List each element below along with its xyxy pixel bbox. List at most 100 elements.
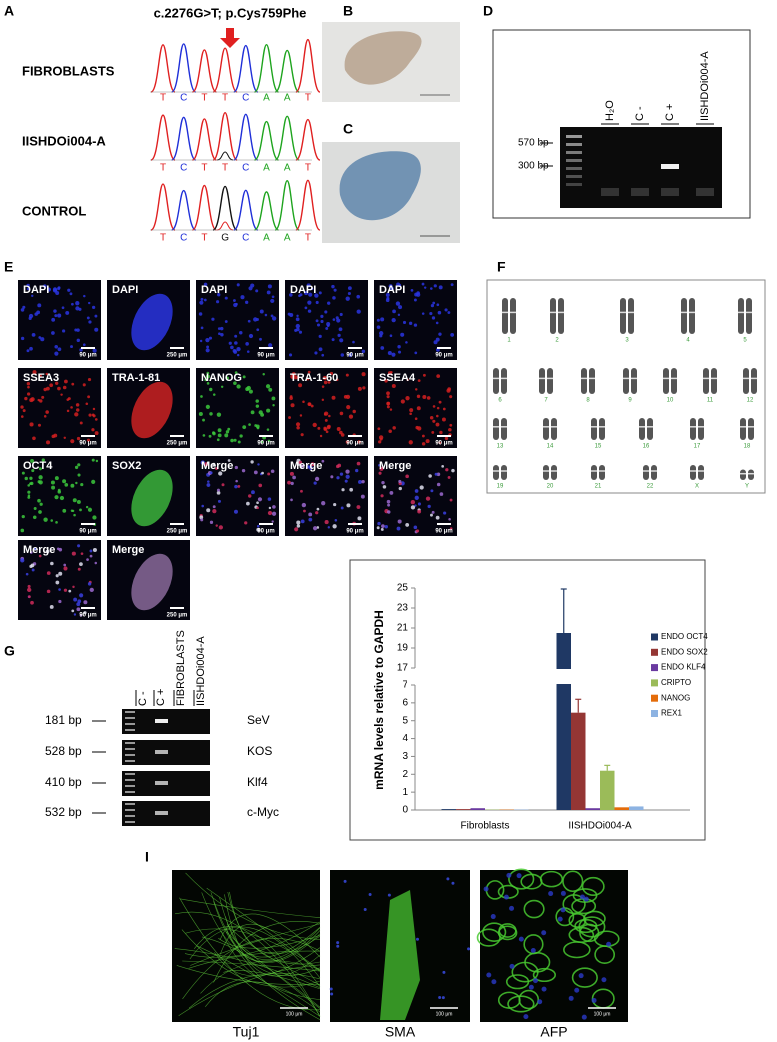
nucleus [256, 527, 260, 532]
trace-peak [295, 118, 321, 161]
nucleus [439, 492, 444, 496]
nucleus [20, 528, 25, 533]
chromatid [493, 465, 499, 480]
nucleus [267, 497, 272, 501]
nucleus [94, 327, 99, 332]
nucleus [406, 378, 409, 382]
legend-label: NANOG [661, 693, 690, 702]
chromatid [623, 368, 629, 394]
nucleus [26, 392, 31, 396]
nucleus [54, 314, 58, 318]
stain-label: TRA-1-60 [290, 372, 338, 384]
nucleus [72, 498, 77, 503]
nucleus [92, 515, 97, 520]
chromosome-label: 15 [595, 444, 602, 450]
nucleus [314, 476, 320, 482]
nucleus [421, 312, 425, 315]
size-marker: 300 bp [518, 161, 549, 172]
stain-label: OCT4 [23, 460, 53, 472]
nucleus [89, 587, 94, 593]
chromatid [711, 368, 717, 394]
y-tick-label: 3 [402, 751, 408, 762]
nucleus [430, 304, 435, 308]
nucleus [30, 397, 35, 402]
nucleus [239, 330, 243, 335]
nucleus [37, 303, 42, 308]
nucleus [392, 309, 396, 314]
nucleus [316, 323, 321, 327]
nucleus [381, 480, 385, 485]
nucleus [361, 372, 366, 377]
base-call: C [180, 233, 187, 244]
nucleus [242, 425, 247, 430]
nucleus [270, 298, 275, 304]
nucleus [85, 505, 89, 509]
chromatid [651, 465, 657, 480]
nucleus [339, 312, 343, 317]
cell [131, 469, 173, 527]
base-call: A [284, 233, 291, 244]
neurite [218, 935, 321, 949]
nucleus [356, 505, 361, 510]
nucleus [206, 345, 210, 349]
nucleus [380, 317, 385, 322]
nucleus [54, 351, 59, 356]
nucleus [290, 498, 293, 502]
nucleus [400, 481, 405, 486]
nucleus [234, 371, 238, 375]
nucleus [32, 436, 36, 441]
nucleus [382, 485, 387, 489]
nucleus [239, 434, 243, 438]
trace-peak [274, 49, 300, 93]
nucleus [317, 426, 321, 430]
cell [568, 913, 587, 928]
ladder-band [125, 821, 135, 823]
base-call: T [160, 163, 166, 174]
nucleus [606, 941, 612, 947]
nucleus [345, 440, 349, 444]
nucleus [323, 380, 328, 385]
nucleus [235, 479, 238, 483]
ladder-band [566, 159, 582, 162]
nucleus [405, 474, 409, 479]
nucleus [380, 346, 385, 350]
cell [505, 974, 530, 990]
neurite [185, 928, 321, 972]
nucleus [449, 423, 453, 427]
nucleus [256, 506, 259, 510]
nucleus [272, 505, 276, 509]
nucleus [234, 334, 238, 338]
ladder-band [125, 791, 135, 793]
neurite [204, 981, 321, 1013]
nucleus [27, 584, 31, 588]
size-marker: 410 bp [45, 775, 82, 789]
nucleus [414, 351, 418, 355]
chromosome-label: X [695, 484, 699, 490]
micrograph [18, 368, 101, 448]
nucleus [345, 469, 350, 474]
nucleus [431, 316, 436, 320]
ladder-band [566, 135, 582, 138]
nucleus [49, 383, 54, 388]
nucleus [268, 387, 273, 392]
nucleus [333, 288, 337, 292]
nucleus [266, 428, 270, 431]
nucleus [86, 558, 89, 561]
nucleus [37, 398, 40, 402]
cell [572, 888, 598, 903]
panel-label: A [4, 3, 14, 19]
nucleus [376, 318, 380, 322]
nucleus [248, 423, 251, 426]
nucleus [29, 476, 33, 480]
neurite [174, 948, 321, 989]
nucleus [339, 411, 344, 416]
nucleus [20, 405, 24, 409]
ladder-band [125, 711, 135, 713]
ladder-band [566, 175, 582, 178]
chromatid [510, 298, 516, 334]
nucleus [31, 568, 35, 572]
nucleus [63, 566, 68, 571]
neurite [226, 924, 321, 986]
nucleus [51, 434, 56, 439]
nucleus [234, 465, 238, 470]
